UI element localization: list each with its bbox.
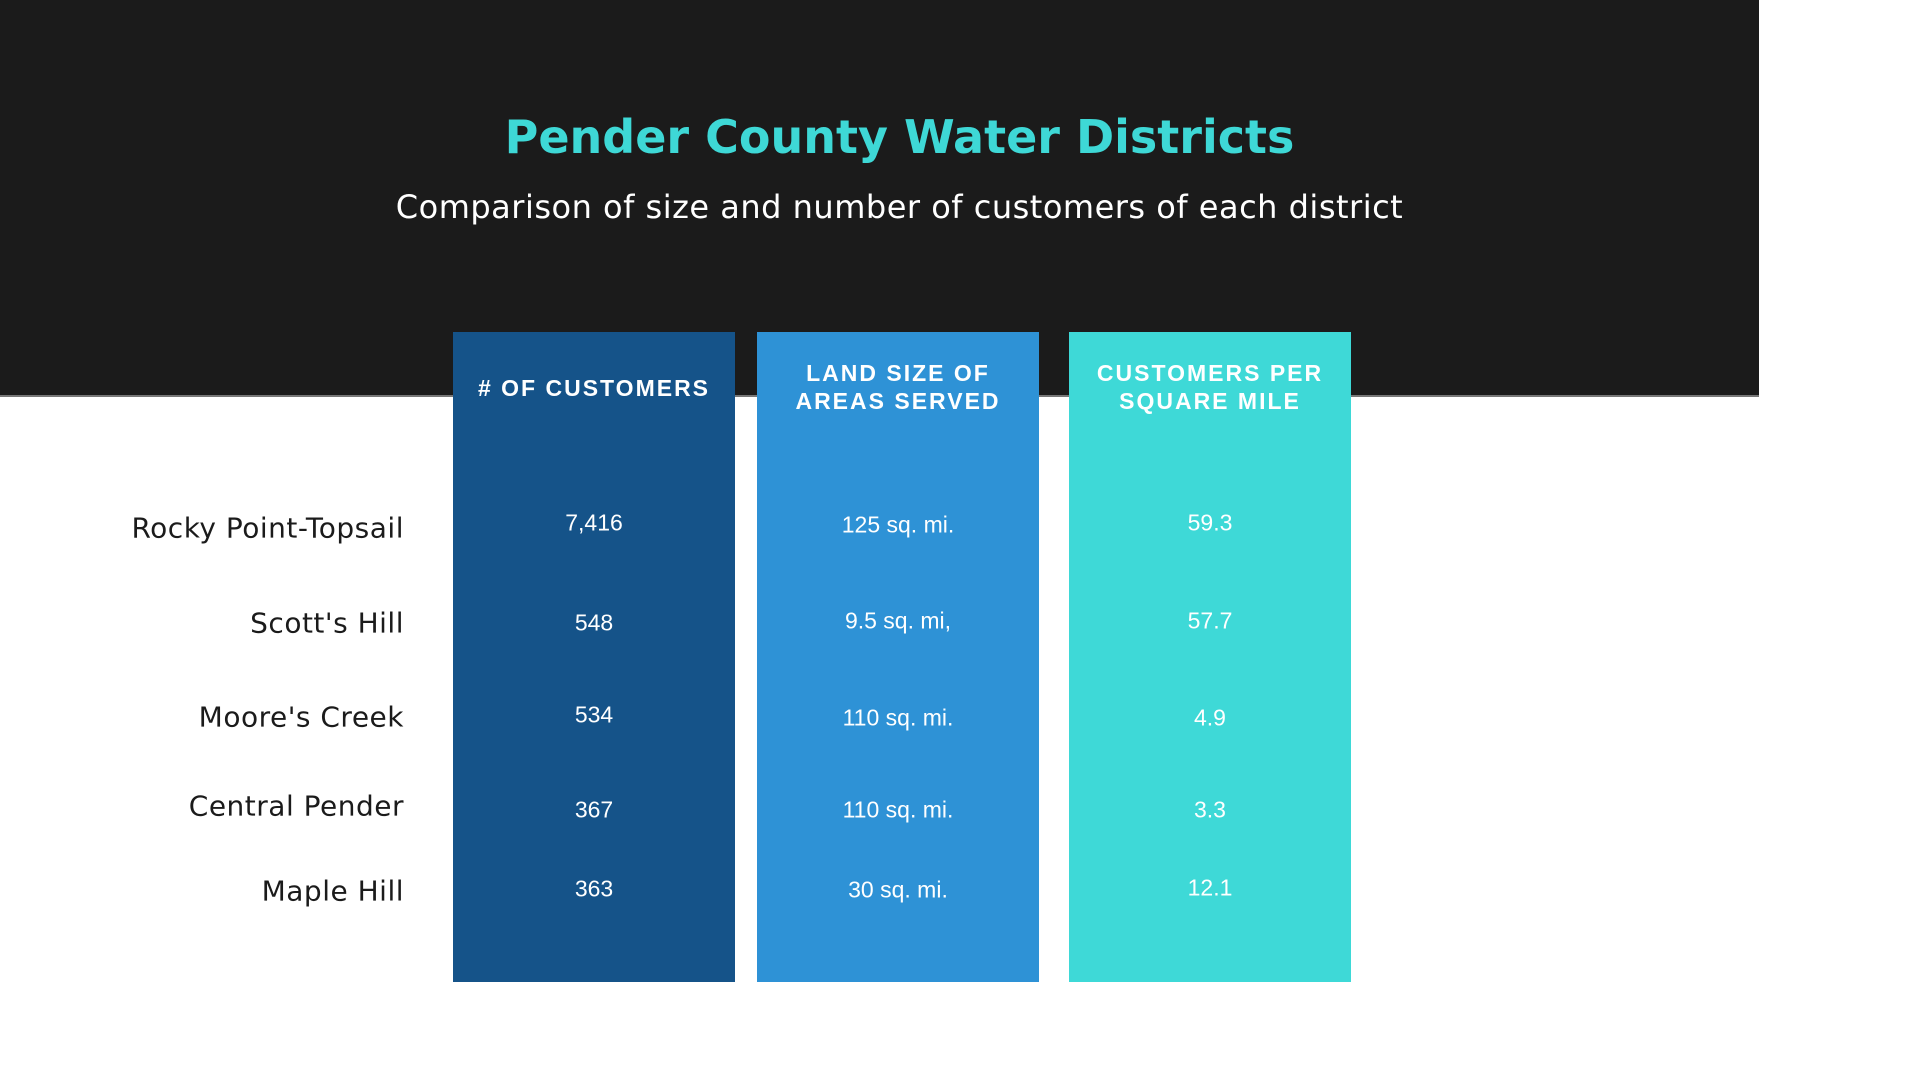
district-label: Maple Hill (261, 874, 404, 908)
district-label: Central Pender (188, 789, 404, 823)
cell-value: 110 sq. mi. (842, 796, 954, 823)
cell-value: 363 (574, 875, 614, 902)
cell-value: 7,416 (565, 509, 623, 536)
cell-value: 59.3 (1187, 509, 1233, 536)
column-header: # OF CUSTOMERS (477, 375, 711, 401)
header-band (0, 0, 1759, 397)
column-header-line: LAND SIZE OF (806, 360, 990, 386)
land-size-column: LAND SIZE OF AREAS SERVED 125 sq. mi. 9.… (757, 332, 1039, 982)
cell-value: 9.5 sq. mi, (844, 607, 952, 634)
district-label: Moore's Creek (198, 700, 404, 734)
customers-column: # OF CUSTOMERS 7,416 548 534 367 363 (453, 332, 735, 982)
column-header-line: AREAS SERVED (795, 388, 1001, 414)
column-header-line: SQUARE MILE (1119, 388, 1301, 414)
cell-value: 4.9 (1194, 704, 1226, 731)
cell-value: 30 sq. mi. (848, 876, 948, 903)
cell-value: 548 (574, 609, 614, 636)
cell-value: 110 sq. mi. (842, 704, 954, 731)
cell-value: 3.3 (1194, 796, 1226, 823)
customers-per-sq-mile-column: CUSTOMERS PER SQUARE MILE 59.3 57.7 4.9 … (1069, 332, 1351, 982)
cell-value: 125 sq. mi. (841, 511, 955, 538)
district-label: Rocky Point-Topsail (131, 511, 404, 545)
page-subtitle: Comparison of size and number of custome… (395, 188, 1404, 226)
district-label: Scott's Hill (250, 606, 404, 640)
cell-value: 534 (574, 701, 614, 728)
cell-value: 367 (574, 796, 614, 823)
cell-value: 12.1 (1187, 874, 1233, 901)
page-title: Pender County Water Districts (504, 110, 1295, 164)
cell-value: 57.7 (1187, 607, 1233, 634)
column-header-line: CUSTOMERS PER (1096, 360, 1324, 386)
